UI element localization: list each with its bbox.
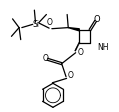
Text: NH: NH [97, 43, 109, 52]
Polygon shape [68, 28, 79, 31]
Text: O: O [94, 15, 100, 24]
Text: O: O [68, 71, 74, 80]
Text: O: O [47, 17, 53, 27]
Text: O: O [77, 48, 83, 57]
Text: O: O [43, 54, 48, 63]
Text: Si: Si [32, 20, 40, 29]
